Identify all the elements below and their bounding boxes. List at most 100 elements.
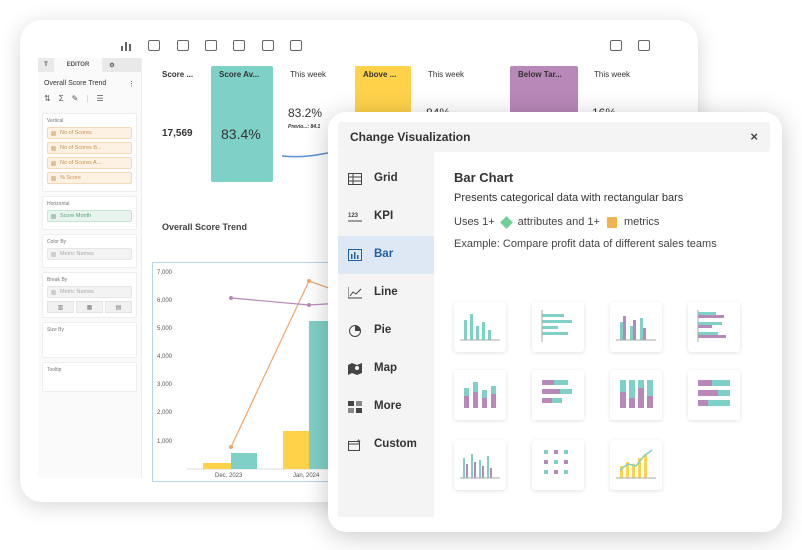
- stacked-vertical-bar-thumbnail[interactable]: [454, 370, 506, 420]
- panel-icon[interactable]: [290, 40, 302, 51]
- more-options-icon[interactable]: ⋮: [128, 81, 135, 88]
- visualization-detail: Bar Chart Presents categorical data with…: [434, 152, 770, 517]
- metric-chip[interactable]: No of Scores B...: [47, 142, 132, 154]
- break-mode-group: ▥ ▦ ▤: [47, 301, 132, 313]
- y-tick: 1,000: [157, 439, 173, 445]
- percent-bar-icon[interactable]: ▤: [105, 301, 132, 313]
- picture-icon[interactable]: [205, 40, 217, 51]
- type-more[interactable]: More: [338, 388, 434, 426]
- chart-type-title: Bar Chart: [454, 170, 514, 185]
- dialog-title: Change Visualization: [350, 130, 471, 144]
- bar-with-trend-line-thumbnail[interactable]: [610, 440, 662, 490]
- point[interactable]: [229, 445, 233, 449]
- attribute-chip[interactable]: Score Month: [47, 210, 132, 222]
- bar[interactable]: [203, 463, 231, 469]
- kpi-header: This week: [428, 70, 465, 79]
- size-by-section: Size By: [42, 322, 137, 358]
- heatmap-bar-thumbnail[interactable]: [532, 440, 584, 490]
- type-grid[interactable]: Grid: [338, 160, 434, 198]
- svg-text:+: +: [357, 439, 361, 445]
- editor-tabs: T EDITOR ⚙: [38, 58, 141, 72]
- bar[interactable]: [231, 453, 257, 469]
- attribute-icon: [499, 215, 513, 229]
- tooltip-label: Tooltip: [47, 367, 62, 373]
- change-visualization-dialog: Change Visualization × Grid 123 KPI Bar …: [328, 112, 782, 532]
- kpi-score-count[interactable]: Score ... 17,569: [154, 66, 208, 182]
- visualization-type-list: Grid 123 KPI Bar Line Pie Map More + Cus…: [338, 152, 434, 517]
- kpi-header: This week: [290, 70, 327, 79]
- size-by-label: Size By: [47, 327, 64, 333]
- kpi-header: This week: [594, 70, 631, 79]
- kpi-this-week[interactable]: This week 83.2% Previo...: 84.1: [282, 66, 348, 182]
- type-label: Custom: [374, 438, 417, 450]
- kpi-header: Above ...: [363, 70, 397, 79]
- break-by-section: Break By Metric Names ▥ ▦ ▤: [42, 272, 137, 318]
- y-tick: 3,000: [157, 382, 173, 388]
- chart-type-requirements: Uses 1+ attributes and 1+ metrics: [454, 215, 659, 229]
- y-tick: 7,000: [157, 270, 173, 276]
- point[interactable]: [307, 279, 311, 283]
- kpi-header: Below Tar...: [518, 70, 562, 79]
- percent-vertical-bar-thumbnail[interactable]: [610, 370, 662, 420]
- horizontal-label: Horizontal: [47, 201, 70, 207]
- point[interactable]: [307, 303, 311, 307]
- tab-editor[interactable]: EDITOR: [54, 58, 102, 72]
- kpi-subtext: Previo...: 84.1: [288, 124, 321, 130]
- chart-type-description: Presents categorical data with rectangul…: [454, 192, 684, 204]
- close-icon[interactable]: ×: [750, 129, 758, 144]
- vertical-bar-thumbnail[interactable]: [454, 302, 506, 352]
- text-box-icon[interactable]: [177, 40, 189, 51]
- type-label: Pie: [374, 324, 392, 336]
- type-bar[interactable]: Bar: [338, 236, 434, 274]
- image-icon[interactable]: [148, 40, 160, 51]
- sort-icon[interactable]: ⇅: [44, 94, 51, 103]
- duplicate-icon[interactable]: [610, 40, 622, 51]
- break-by-label: Break By: [47, 277, 68, 283]
- grouped-stacked-bar-thumbnail[interactable]: [454, 440, 506, 490]
- placeholder-chip[interactable]: Metric Names: [47, 248, 132, 260]
- grouped-vertical-bar-thumbnail[interactable]: [610, 302, 662, 352]
- x-tick: Dec, 2023: [215, 473, 243, 479]
- point[interactable]: [229, 296, 233, 300]
- editor-tools: ⇅ Σ ✎ | ☰: [38, 88, 141, 109]
- type-pie[interactable]: Pie: [338, 312, 434, 350]
- trend-chart[interactable]: 7,000 6,000 5,000 4,000 3,000 2,000 1,00…: [152, 262, 343, 482]
- filter-icon[interactable]: [638, 40, 650, 51]
- type-map[interactable]: Map: [338, 350, 434, 388]
- horizontal-bar-thumbnail[interactable]: [532, 302, 584, 352]
- kpi-value: 83.2%: [288, 106, 323, 120]
- list-icon[interactable]: ☰: [96, 94, 104, 103]
- metric-chip[interactable]: % Score: [47, 172, 132, 184]
- stacked-bar-icon[interactable]: ▥: [47, 301, 74, 313]
- bar-chart-icon[interactable]: [120, 40, 132, 51]
- tab-settings[interactable]: ⚙: [109, 62, 115, 69]
- grouped-horizontal-bar-thumbnail[interactable]: [688, 302, 740, 352]
- widget-title: Overall Score Trend ⋮: [38, 72, 141, 88]
- metric-chip[interactable]: No of Scores: [47, 127, 132, 139]
- kpi-score-average[interactable]: Score Av... 83.4%: [211, 66, 273, 182]
- type-line[interactable]: Line: [338, 274, 434, 312]
- uses-prefix: Uses 1+: [454, 216, 495, 228]
- grid-icon: [348, 173, 362, 185]
- vertical-label: Vertical: [47, 118, 64, 124]
- percent-horizontal-bar-thumbnail[interactable]: [688, 370, 740, 420]
- stacked-horizontal-bar-thumbnail[interactable]: [532, 370, 584, 420]
- metric-chip[interactable]: No of Scores A...: [47, 157, 132, 169]
- copy-icon[interactable]: [262, 40, 274, 51]
- type-kpi[interactable]: 123 KPI: [338, 198, 434, 236]
- layers-icon[interactable]: [233, 40, 245, 51]
- uses-mid: attributes and 1+: [517, 216, 600, 228]
- bar[interactable]: [283, 431, 309, 469]
- sum-icon[interactable]: Σ: [58, 94, 64, 103]
- tab-text[interactable]: T: [44, 62, 48, 68]
- widget-title-text: Overall Score Trend: [44, 80, 107, 87]
- kpi-value: 83.4%: [221, 126, 261, 142]
- paint-icon[interactable]: ✎: [71, 94, 79, 103]
- grouped-bar-icon[interactable]: ▦: [76, 301, 103, 313]
- kpi-icon: 123: [348, 213, 362, 222]
- svg-text:123: 123: [348, 213, 359, 219]
- type-custom[interactable]: + Custom: [338, 426, 434, 464]
- placeholder-chip[interactable]: Metric Names: [47, 286, 132, 298]
- purple-series-line: [230, 297, 343, 306]
- y-tick: 5,000: [157, 326, 173, 332]
